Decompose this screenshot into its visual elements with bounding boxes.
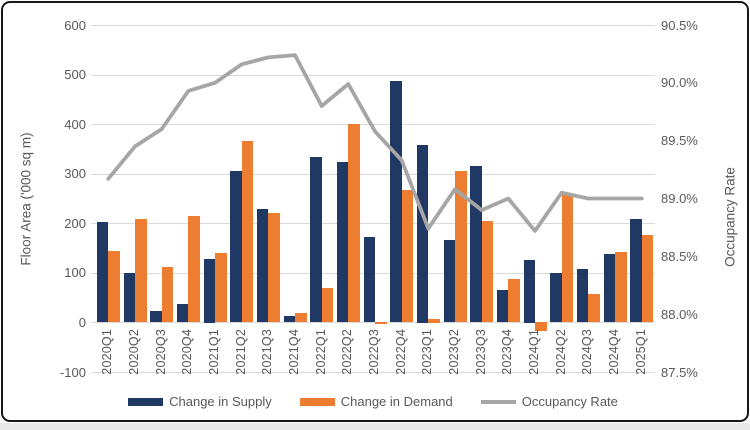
left-axis-tick-label: 500 [64, 67, 86, 83]
supply-bar [630, 218, 642, 323]
left-axis-tick-label: 200 [64, 215, 86, 231]
demand-bar [561, 194, 574, 323]
bottom-strip [0, 423, 750, 430]
legend-bar-swatch [128, 397, 164, 406]
supply-bar [576, 269, 589, 323]
legend-label: Change in Supply [169, 394, 272, 409]
x-axis-label: 2020Q2 [127, 329, 141, 376]
supply-bar [123, 272, 135, 323]
x-axis-label: 2023Q1 [420, 329, 435, 376]
legend-item-change-in-demand: Change in Demand [299, 394, 453, 409]
demand-bar [161, 267, 174, 323]
demand-bar [428, 318, 440, 323]
supply-bar [96, 222, 109, 323]
legend-item-change-in-supply: Change in Supply [128, 394, 272, 409]
supply-bar [150, 311, 162, 323]
supply-bar [496, 290, 509, 323]
left-axis-tick-label: 0 [78, 314, 86, 330]
x-axis-label: 2020Q3 [153, 329, 168, 376]
demand-bar [268, 212, 280, 323]
right-axis-tick-label: 90.5% [661, 17, 698, 33]
chart-frame: 600 500 400 300 200 100 0 -100 90.5% 90.0% 89.5% 8… [1, 1, 749, 422]
demand-bar [535, 322, 547, 331]
left-axis-tick-label: 300 [64, 166, 86, 182]
supply-bar [416, 145, 429, 323]
supply-bar [336, 162, 349, 323]
x-axis-label: 2025Q1 [633, 329, 648, 376]
supply-bar [390, 81, 402, 323]
x-axis-label: 2024Q4 [607, 329, 621, 376]
x-axis-label: 2020Q1 [100, 329, 115, 376]
x-axis-label: 2021Q4 [287, 329, 301, 376]
x-axis-label: 2022Q4 [393, 329, 408, 376]
x-axis-label: 2024Q1 [527, 329, 541, 376]
supply-bar [363, 237, 375, 323]
right-axis-tick-label: 90.0% [661, 75, 698, 91]
demand-bar [588, 293, 600, 323]
supply-bar [310, 157, 322, 323]
x-axis-label: 2022Q3 [367, 329, 381, 376]
x-axis-label: 2020Q4 [180, 329, 195, 376]
demand-bar [135, 218, 147, 323]
right-axis-tick-label: 89.0% [661, 191, 698, 206]
supply-bar [203, 259, 215, 323]
supply-bar [256, 209, 269, 323]
x-axis-label: 2023Q2 [447, 329, 461, 376]
right-axis-title: Occupancy Rate [722, 167, 738, 267]
legend: Change in Supply Change in Demand Occupanc… [3, 394, 743, 409]
x-axis-label: 2021Q3 [260, 329, 275, 376]
chart-area: 600 500 400 300 200 100 0 -100 90.5% 90.0% 89.5% 8… [3, 3, 743, 416]
demand-bar [401, 189, 414, 323]
left-axis-tick-label: 100 [64, 265, 86, 281]
grid-line [91, 25, 655, 26]
right-axis-tick-label: 88.0% [661, 306, 698, 322]
legend-label: Change in Demand [340, 394, 453, 409]
supply-bar [550, 272, 562, 323]
legend-bar-swatch [299, 397, 335, 406]
demand-bar [455, 171, 467, 323]
legend-label: Occupancy Rate [521, 394, 618, 409]
legend-item-occupancy-rate: Occupancy Rate [480, 394, 618, 409]
supply-bar [523, 259, 535, 323]
x-axis-label: 2023Q4 [500, 329, 515, 376]
grid-line [91, 124, 655, 126]
right-axis-tick-label: 88.5% [661, 248, 698, 264]
demand-bar [348, 124, 360, 323]
x-axis-label: 2024Q3 [580, 329, 595, 376]
left-axis-tick-label: 600 [64, 17, 86, 33]
demand-bar [481, 221, 494, 323]
grid-line [91, 322, 655, 324]
right-axis-tick-label: 89.5% [661, 133, 698, 149]
x-axis-label: 2022Q2 [340, 329, 355, 376]
demand-bar [641, 234, 654, 323]
supply-bar [283, 315, 295, 323]
left-axis-tick-label: 400 [64, 116, 86, 132]
demand-bar [508, 279, 520, 323]
supply-bar [230, 171, 242, 323]
demand-bar [215, 253, 227, 323]
grid-line [91, 173, 655, 175]
x-axis-label: 2024Q2 [553, 329, 568, 376]
supply-bar [603, 253, 615, 323]
supply-bar [470, 166, 482, 323]
x-axis-label: 2021Q1 [207, 329, 221, 376]
right-axis-tick-label: 87.5% [661, 364, 698, 380]
demand-bar [295, 312, 307, 323]
left-axis-tick-label: -100 [59, 364, 86, 380]
grid-line [91, 74, 655, 76]
left-axis-title: Floor Area ('000 sq m) [18, 132, 34, 266]
demand-bar [108, 250, 120, 323]
x-axis-label: 2022Q1 [313, 329, 328, 376]
grid-line [91, 372, 655, 373]
demand-bar [375, 322, 387, 325]
demand-bar [241, 140, 254, 323]
demand-bar [615, 251, 627, 323]
demand-bar [321, 287, 334, 323]
supply-bar [443, 239, 455, 323]
x-axis-label: 2021Q2 [233, 329, 248, 376]
demand-bar [188, 215, 200, 323]
supply-bar [176, 303, 189, 323]
legend-line-swatch [480, 399, 516, 404]
x-axis-label: 2023Q3 [473, 329, 488, 376]
